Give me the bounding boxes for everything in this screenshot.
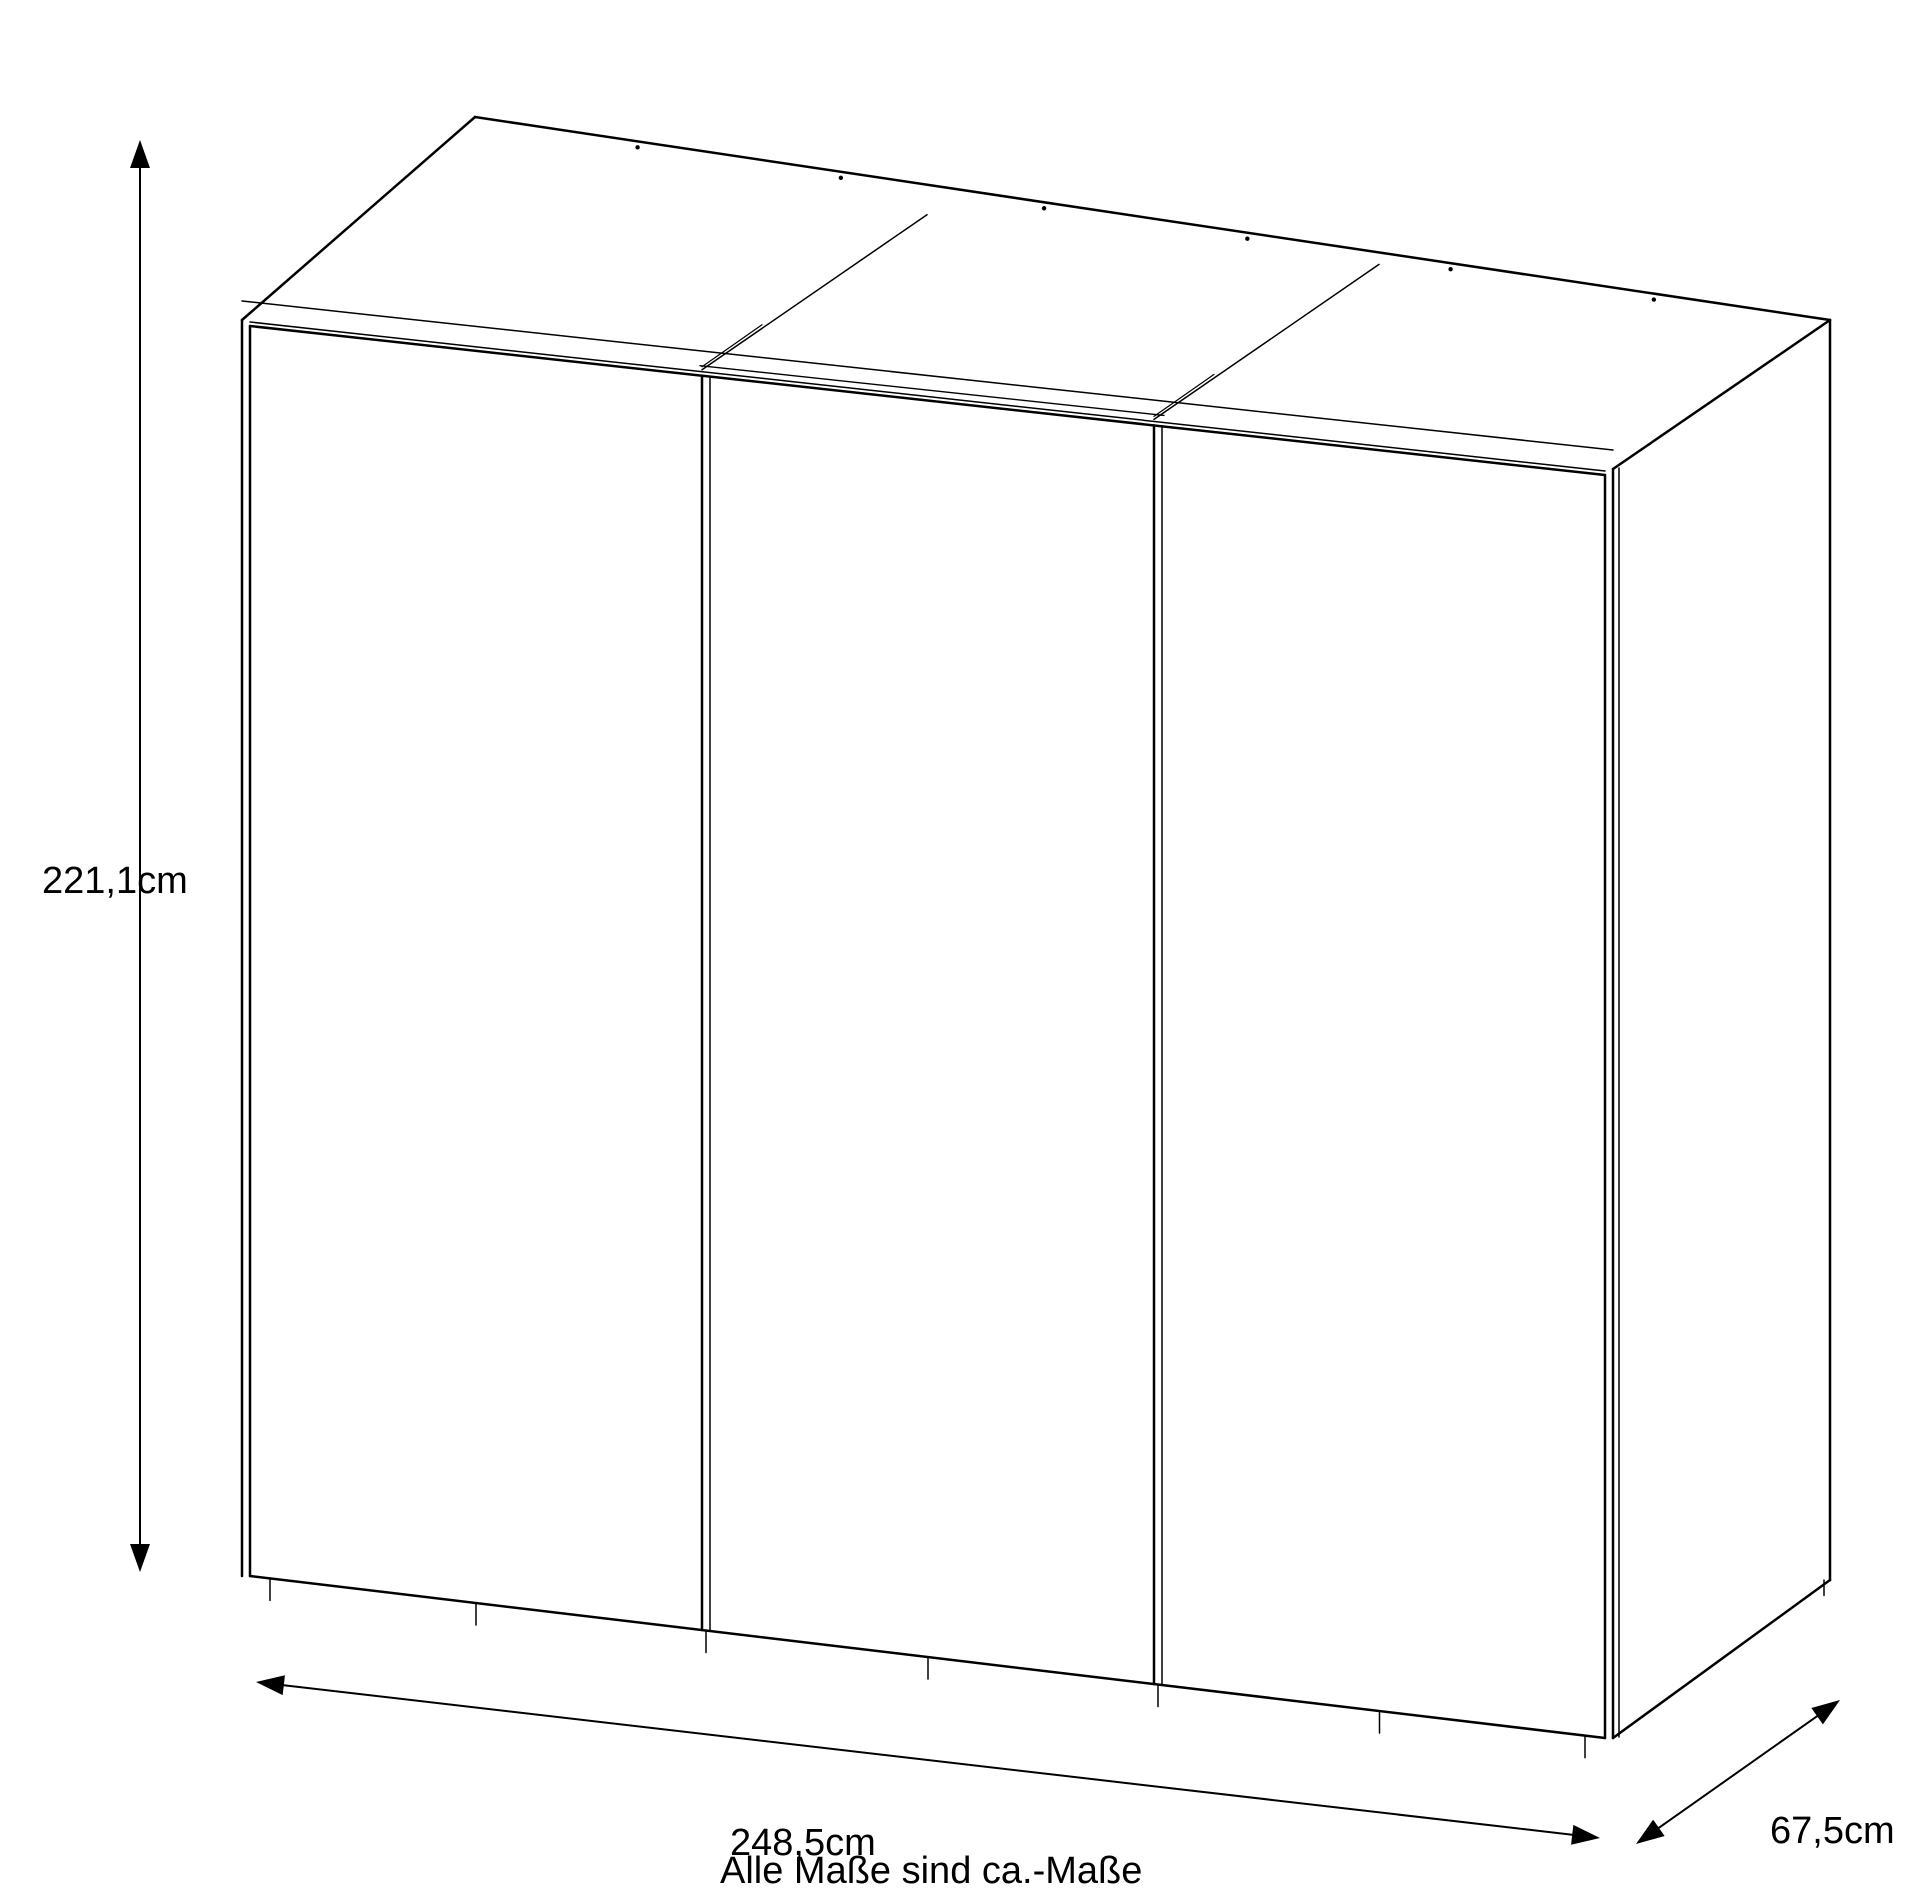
diagram-stage: 221,1cm 248,5cm 67,5cm Alle Maße sind ca…	[0, 0, 1930, 1897]
height-dimension-label: 221,1cm	[42, 860, 188, 903]
wardrobe-line-drawing	[0, 0, 1930, 1897]
caption-text: Alle Maße sind ca.-Maße	[720, 1850, 1142, 1893]
depth-dimension-label: 67,5cm	[1770, 1810, 1895, 1853]
